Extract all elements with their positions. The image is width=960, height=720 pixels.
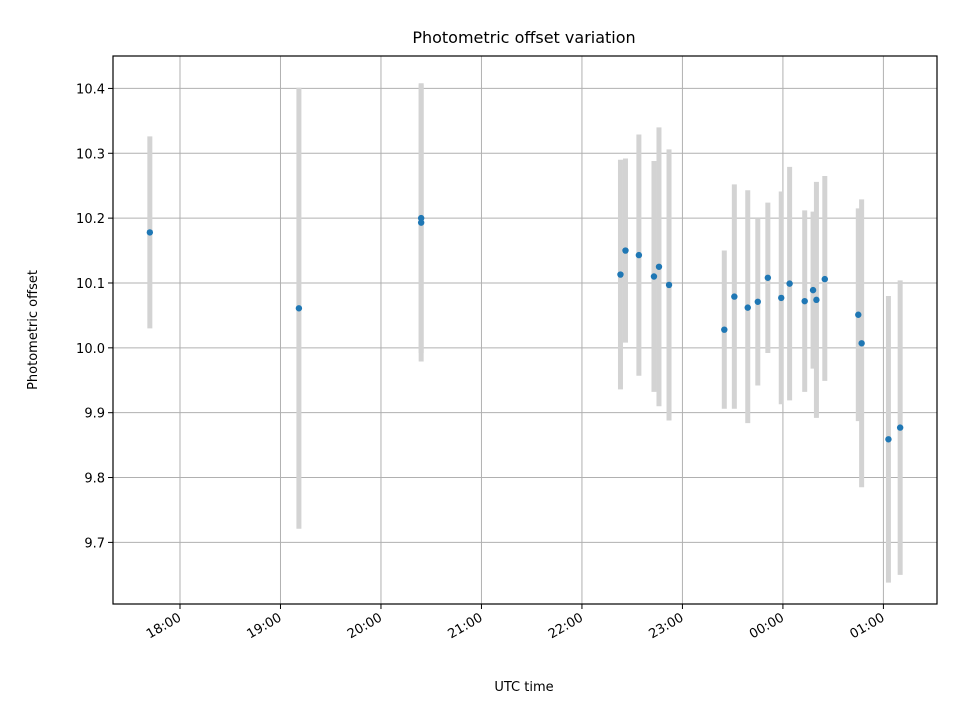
data-point xyxy=(858,340,865,347)
y-tick-label: 10.3 xyxy=(76,147,105,162)
data-point xyxy=(622,247,629,254)
y-axis-label: Photometric offset xyxy=(26,270,41,390)
y-tick-label: 9.7 xyxy=(84,536,105,551)
data-point xyxy=(786,280,793,287)
data-point xyxy=(801,297,808,305)
data-point xyxy=(617,271,624,278)
data-point xyxy=(885,436,892,443)
data-point xyxy=(809,286,817,294)
data-point xyxy=(813,296,820,304)
y-tick-label: 10.1 xyxy=(76,277,105,292)
data-point xyxy=(635,251,643,259)
data-point xyxy=(778,294,785,302)
data-point xyxy=(764,274,772,281)
chart-title: Photometric offset variation xyxy=(412,28,635,47)
data-point xyxy=(295,305,303,312)
data-point xyxy=(821,275,828,283)
y-tick-label: 9.9 xyxy=(84,407,105,422)
x-axis-label: UTC time xyxy=(494,680,553,695)
data-point xyxy=(731,293,738,300)
data-point xyxy=(721,326,728,333)
data-point xyxy=(754,298,761,305)
data-point xyxy=(417,214,425,222)
data-points xyxy=(146,214,904,443)
data-point xyxy=(655,263,663,270)
y-tick-label: 9.8 xyxy=(84,472,105,487)
data-point xyxy=(665,281,673,289)
data-point xyxy=(650,273,658,280)
data-point xyxy=(744,304,751,311)
data-point xyxy=(146,229,154,236)
plot-frame xyxy=(112,55,938,605)
y-axis-ticks: 9.7 9.8 9.9 10.0 10.1 10.2 10.3 10.4 xyxy=(76,82,113,551)
y-tick-label: 10.0 xyxy=(76,342,105,357)
y-tick-label: 10.2 xyxy=(76,212,105,227)
data-point xyxy=(855,311,862,318)
grid xyxy=(113,56,937,604)
data-point xyxy=(417,219,425,226)
data-point xyxy=(896,424,904,431)
y-tick-label: 10.4 xyxy=(76,82,105,97)
